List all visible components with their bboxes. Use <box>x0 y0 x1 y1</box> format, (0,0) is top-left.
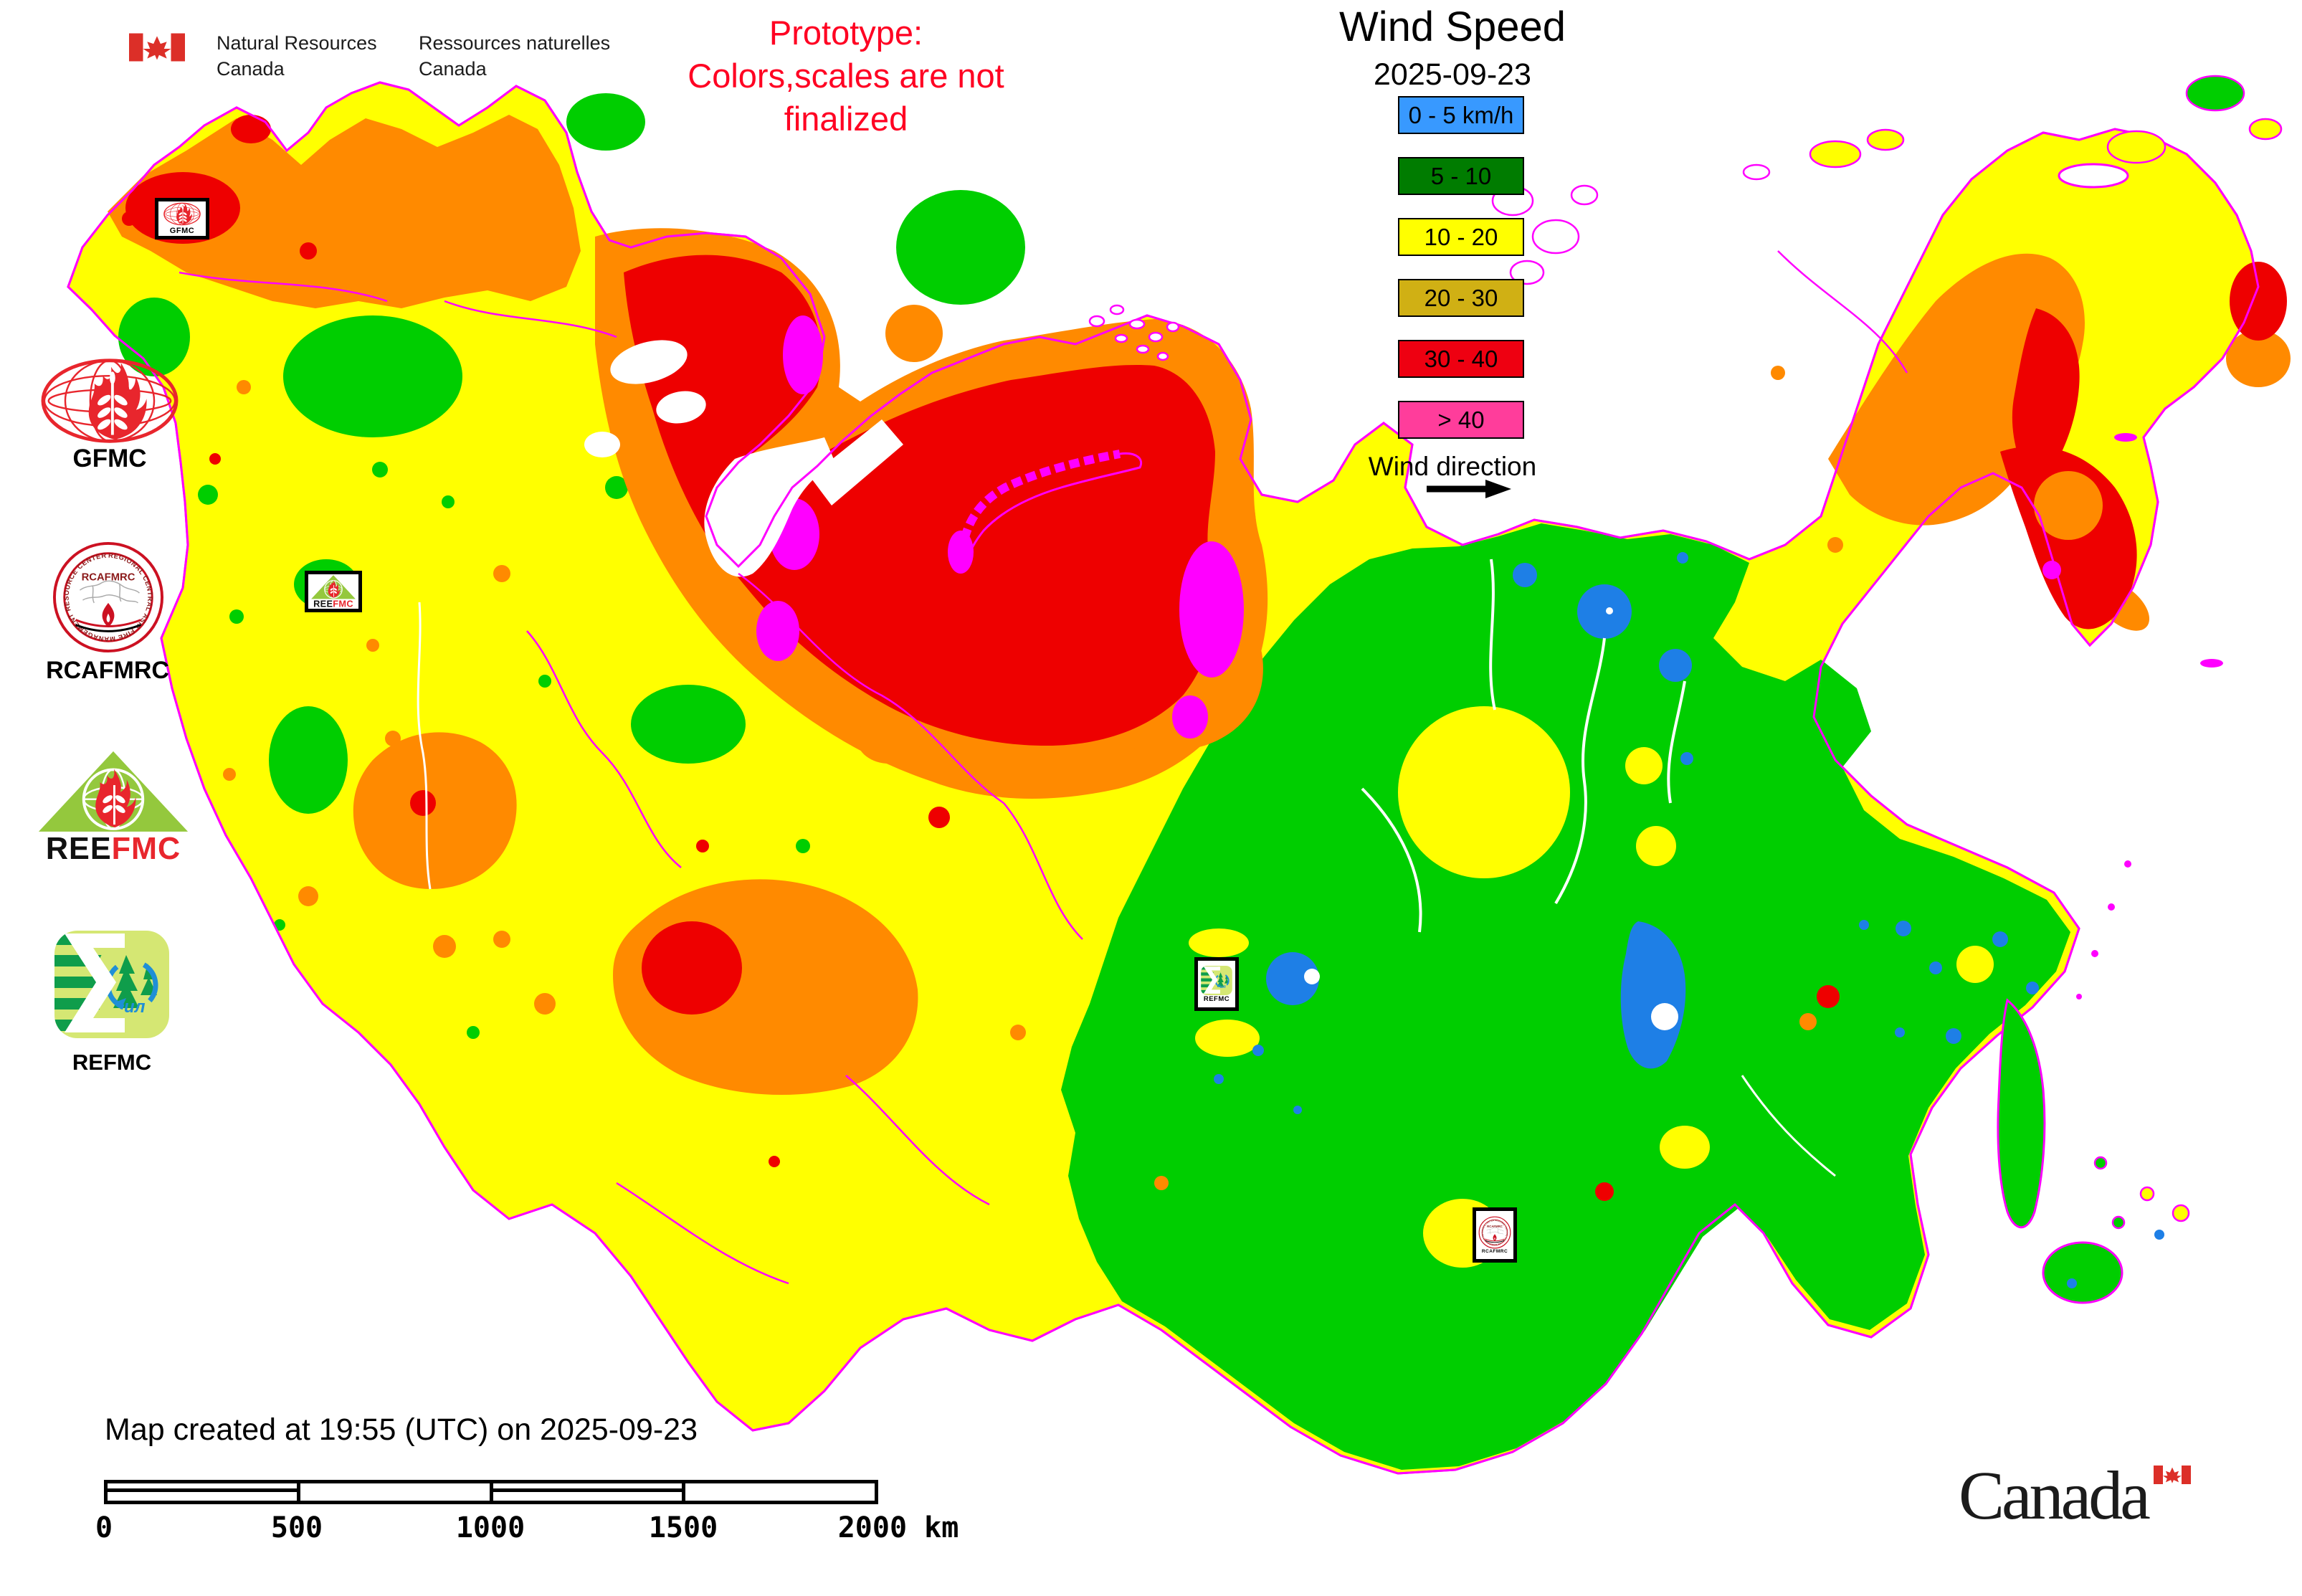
white-sea-inlet <box>704 437 835 577</box>
nrcan-signature: Natural Resources Canada Ressources natu… <box>0 0 645 100</box>
prototype-note: Prototype: Colors,scales are not finaliz… <box>652 11 1040 141</box>
legend-item-gt40: > 40 <box>1398 401 1524 439</box>
gfmc-label: GFMC <box>72 445 147 472</box>
legend-label: 30 - 40 <box>1424 345 1498 372</box>
scale-segment <box>489 1483 682 1501</box>
legend-item-20-30: 20 - 30 <box>1398 279 1524 317</box>
blue-regions <box>1214 552 2039 1114</box>
scale-bar <box>104 1480 878 1504</box>
wrangel-island <box>2058 163 2129 189</box>
scale-segment <box>682 1483 875 1501</box>
scale-label-1000: 1000 <box>455 1511 525 1544</box>
lake-holes <box>1304 607 1678 1030</box>
agency-name-fr-line2: Canada <box>419 58 487 80</box>
gfmc-marker-icon <box>161 202 203 227</box>
scale-label-2000: 2000 km <box>837 1511 959 1544</box>
scale-label-0: 0 <box>95 1511 113 1544</box>
rcafmrc-logo <box>52 541 165 654</box>
hokkaido-island <box>2042 1241 2123 1304</box>
refmc-marker-icon <box>1201 966 1232 995</box>
canada-wordmark-text: Canada <box>1959 1457 2151 1534</box>
gfmc-logo <box>40 357 179 447</box>
reefmc-marker-icon <box>310 574 357 609</box>
gfmc-marker-label: GFMC <box>169 227 195 235</box>
legend-date: 2025-09-23 <box>1374 57 1531 92</box>
legend-item-30-40: 30 - 40 <box>1398 340 1524 378</box>
refmc-marker-label: REFMC <box>1203 994 1230 1003</box>
baikal-blue <box>1620 921 1686 1069</box>
refmc-logo <box>54 931 169 1038</box>
rcafmrc-label: RCAFMRC <box>46 657 169 684</box>
reefmc-map-marker <box>305 571 362 612</box>
white-water <box>584 340 903 577</box>
wind-direction-arrow-icon <box>1427 480 1511 498</box>
reefmc-logo <box>36 749 191 865</box>
legend-item-0-5: 0 - 5 km/h <box>1398 96 1524 134</box>
rcafmrc-marker-icon <box>1478 1216 1511 1249</box>
legend-item-10-20: 10 - 20 <box>1398 218 1524 256</box>
refmc-label: REFMC <box>72 1050 152 1075</box>
rcafmrc-marker-label: RCAFMRC <box>1481 1248 1508 1254</box>
prototype-note-line2: Colors,scales are not finalized <box>688 57 1004 138</box>
rcafmrc-map-marker: RCAFMRC <box>1473 1207 1517 1263</box>
legend-item-5-10: 5 - 10 <box>1398 157 1524 195</box>
scale-segment <box>108 1483 297 1501</box>
scale-segment <box>296 1483 490 1501</box>
legend-title: Wind Speed <box>1339 4 1566 50</box>
legend-label: 5 - 10 <box>1430 162 1492 189</box>
canada-wordmark: Canada <box>1959 1455 2217 1542</box>
canada-wordmark-flag-icon <box>2154 1466 2191 1484</box>
legend-label: 10 - 20 <box>1424 223 1498 250</box>
prototype-note-line1: Prototype: <box>769 14 923 52</box>
northwest-orange-band <box>108 115 581 308</box>
admin-boundaries <box>179 250 1908 1285</box>
refmc-map-marker: REFMC <box>1194 957 1239 1011</box>
sakhalin-island <box>1997 998 2046 1229</box>
legend-label: 20 - 30 <box>1424 284 1498 311</box>
agency-name-en-line1: Natural Resources <box>217 32 377 54</box>
siberia-green-region <box>1061 523 2070 1470</box>
magenta-patches <box>756 315 2223 999</box>
wind-direction-label: Wind direction <box>1368 452 1537 481</box>
scale-label-500: 500 <box>270 1511 323 1544</box>
franz-josef-land <box>1088 304 1180 361</box>
rivers <box>417 559 1836 1177</box>
gfmc-map-marker: GFMC <box>155 198 209 239</box>
novaya-zemlya <box>958 450 1121 554</box>
coastline <box>67 81 2260 1475</box>
map-created-text: Map created at 19:55 (UTC) on 2025-09-23 <box>105 1412 698 1447</box>
agency-name-fr-line1: Ressources naturelles <box>419 32 611 54</box>
legend-label: > 40 <box>1437 406 1485 433</box>
kola-red <box>624 255 1215 746</box>
agency-name-en-line2: Canada <box>217 58 285 80</box>
legend-label: 0 - 5 km/h <box>1408 101 1514 128</box>
scale-label-1500: 1500 <box>648 1511 718 1544</box>
canada-flag-icon <box>129 33 185 62</box>
